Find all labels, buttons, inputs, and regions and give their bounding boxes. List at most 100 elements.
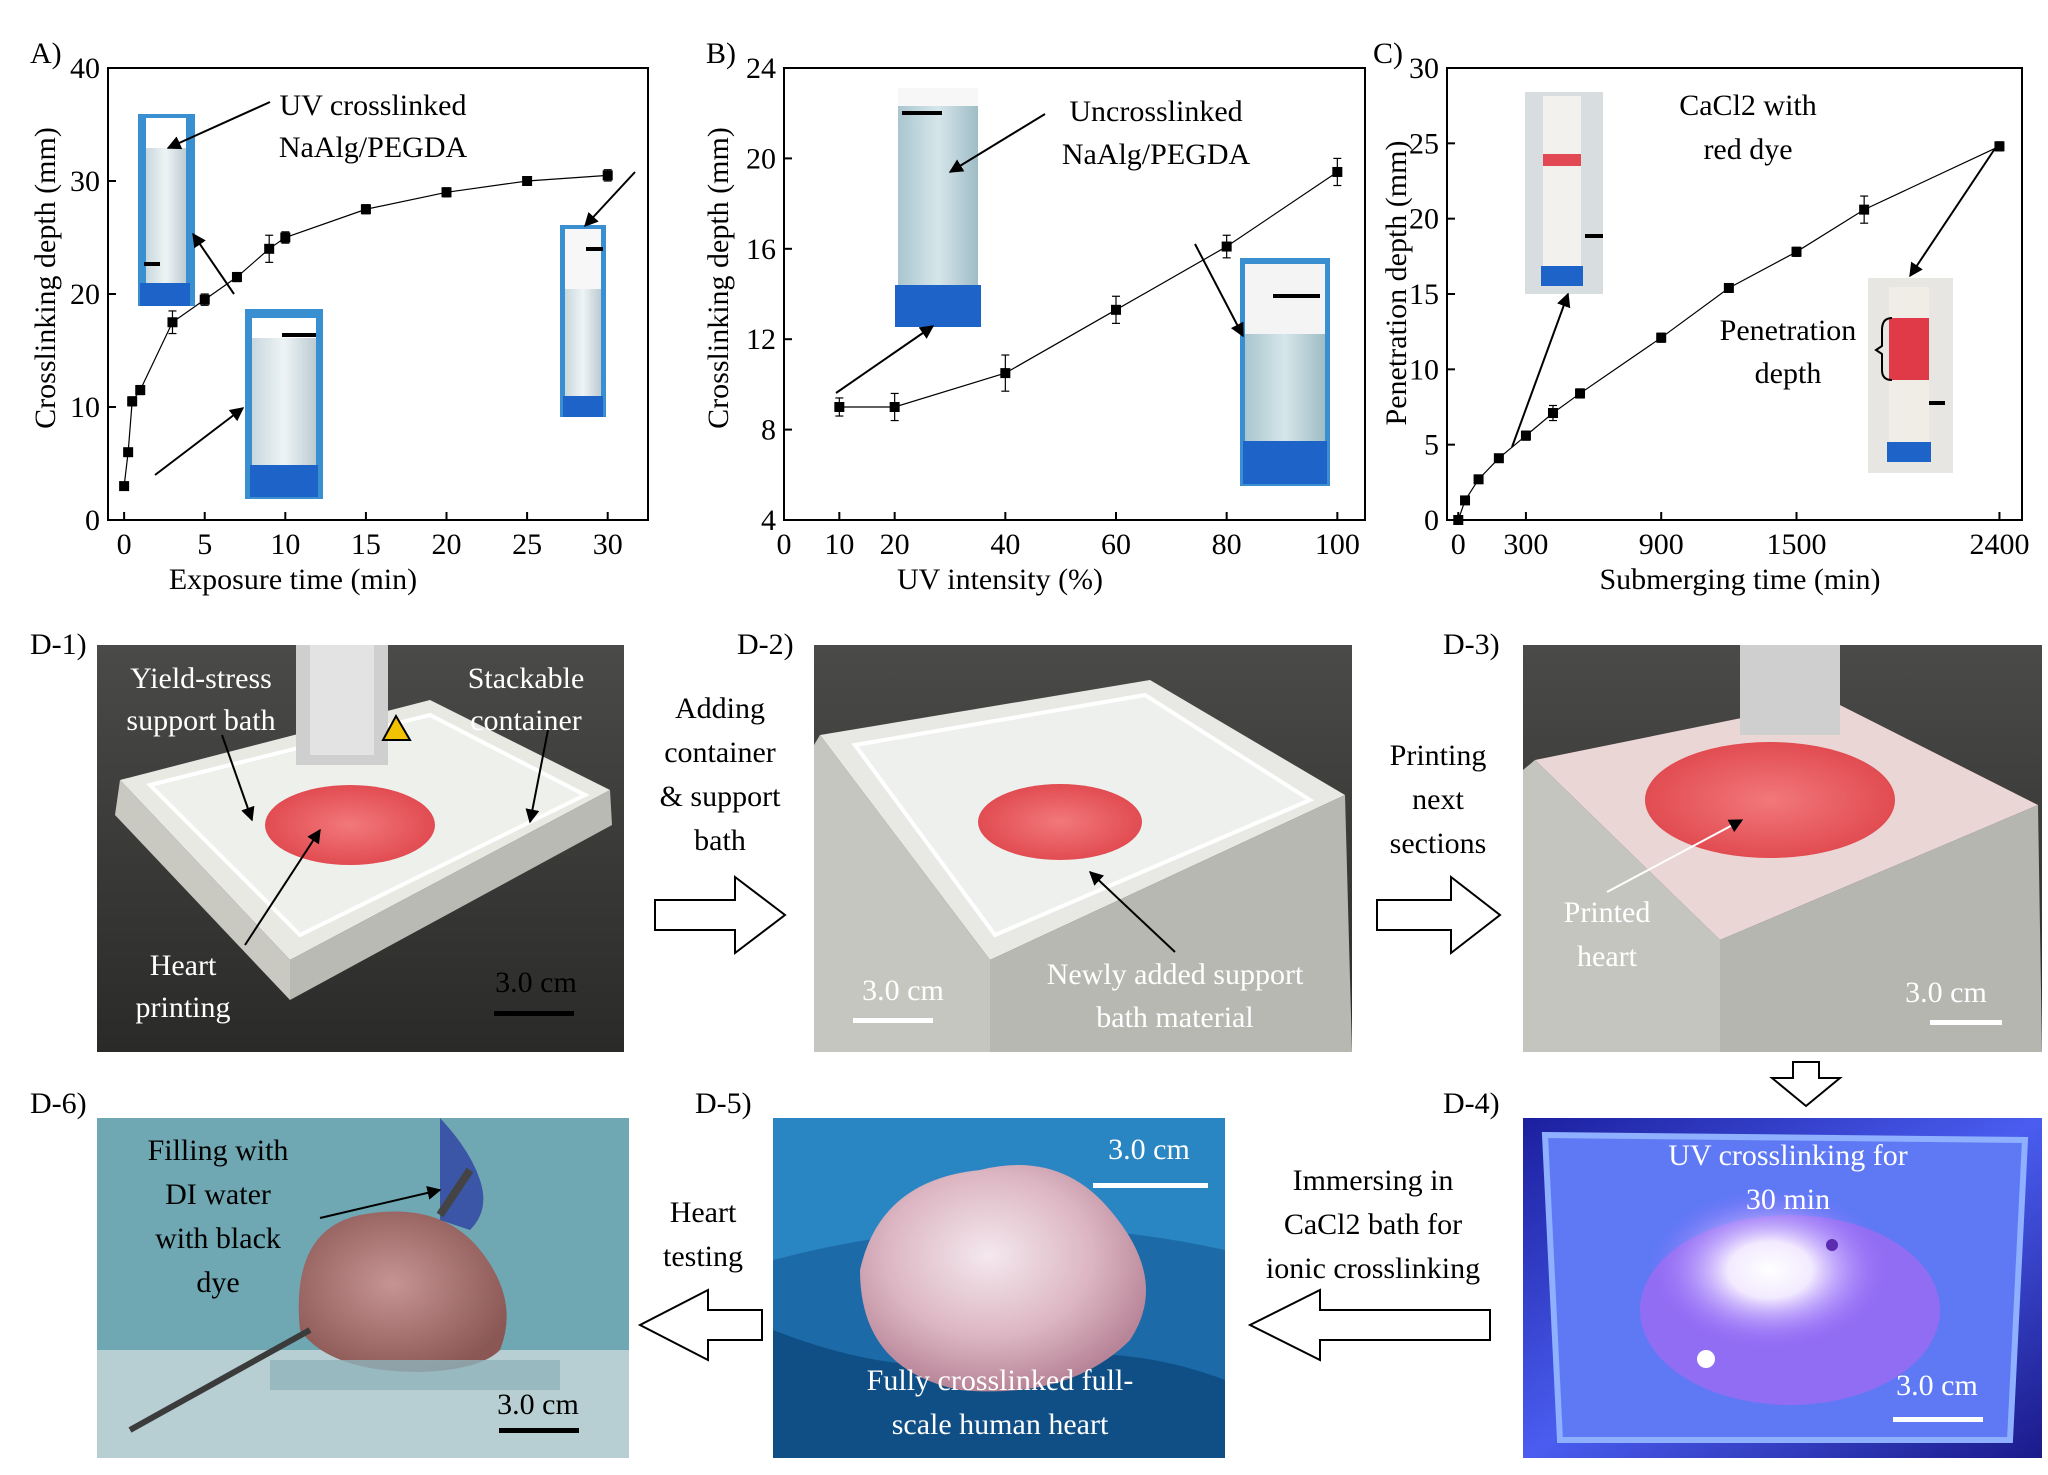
- data-point: [1994, 141, 2005, 152]
- arrow-d2-d3-caption: next: [1412, 783, 1464, 816]
- chart-c-annotation-top-line2: red dye: [1703, 133, 1792, 166]
- chart-a-annotation-line1: UV crosslinked: [280, 89, 467, 122]
- data-point: [1111, 304, 1121, 315]
- photo-d4: [1523, 1118, 2042, 1458]
- photo-d1-caption: Stackable: [468, 662, 585, 695]
- chart-c-annotation-bottom-line1: Penetration: [1720, 314, 1857, 347]
- data-point: [119, 481, 130, 492]
- photo-d2-scale-label: 3.0 cm: [862, 974, 944, 1007]
- photo-d6-caption: DI water: [165, 1178, 271, 1211]
- y-tick-label: 15: [1409, 278, 1439, 311]
- x-tick-label: 20: [880, 528, 910, 561]
- panel-label-d3: D-3): [1443, 628, 1500, 661]
- chart-a-tube-photo-1: [138, 114, 195, 306]
- x-tick-label: 30: [593, 528, 623, 561]
- data-point: [135, 385, 146, 396]
- x-tick-label: 60: [1101, 528, 1131, 561]
- panel-label-b: B): [706, 37, 736, 70]
- photo-d3-caption: heart: [1577, 940, 1638, 973]
- photo-d1-pointer-arrow: [525, 729, 549, 824]
- arrow-d4-d5-caption: ionic crosslinking: [1266, 1252, 1480, 1285]
- photo-d6-caption: with black: [155, 1222, 281, 1255]
- chart-a: 0 5 10 15 20 25 30 0 10 20 30 40: [70, 52, 649, 561]
- photo-d5-caption: Fully crosslinked full-: [867, 1364, 1134, 1397]
- y-tick-label: 4: [761, 504, 776, 537]
- chart-b-tube-photo-1: [893, 84, 983, 329]
- chart-c-annotation-bottom-line2: depth: [1755, 357, 1822, 390]
- chart-a-pointer-arrow: [166, 101, 271, 150]
- photo-d6: [97, 1118, 629, 1458]
- series-line: [123, 174, 608, 487]
- x-tick-label: 5: [197, 528, 212, 561]
- arrow-d5-to-d6: [637, 1288, 763, 1362]
- photo-d5: [773, 1118, 1225, 1458]
- chart-c: 0 300 900 1500 2400 0 5 10 15 20 25 30: [1409, 52, 2029, 561]
- data-point: [199, 294, 210, 305]
- data-point: [1547, 408, 1558, 419]
- y-tick-label: 10: [1409, 353, 1439, 386]
- panel-label-d6: D-6): [30, 1087, 87, 1120]
- arrow-d1-d2-caption: bath: [694, 824, 746, 857]
- x-tick-label: 20: [432, 528, 462, 561]
- photo-d1-pointer-arrow: [221, 734, 255, 822]
- arrow-d4-d5-caption: CaCl2 bath for: [1284, 1208, 1462, 1241]
- photo-d6-pointer-arrow: [319, 1186, 442, 1219]
- data-point: [231, 272, 242, 283]
- x-tick-label: 10: [824, 528, 854, 561]
- y-tick-label: 8: [761, 414, 776, 447]
- y-tick-label: 0: [1424, 504, 1439, 537]
- photo-d1-caption: printing: [136, 991, 231, 1024]
- panel-label-d1: D-1): [30, 628, 87, 661]
- chart-a-xlabel: Exposure time (min): [169, 563, 417, 596]
- y-tick-label: 20: [70, 278, 100, 311]
- photo-d6-scale-label: 3.0 cm: [497, 1388, 579, 1421]
- chart-b-frame: [783, 67, 1366, 521]
- data-point: [441, 187, 452, 198]
- data-point: [1000, 368, 1011, 379]
- data-point: [280, 232, 291, 243]
- arrow-d5-d6-caption: testing: [663, 1240, 743, 1273]
- photo-d4-scale-label: 3.0 cm: [1896, 1369, 1978, 1402]
- chart-b-annotation-line1: Uncrosslinked: [1069, 95, 1242, 128]
- y-tick-label: 5: [1424, 429, 1439, 462]
- data-point: [1460, 495, 1471, 506]
- data-point: [1656, 332, 1667, 343]
- chart-a-ylabel: Crosslinking depth (mm): [29, 127, 62, 429]
- arrow-d1-d2-caption: container: [664, 736, 776, 769]
- data-point: [1520, 430, 1531, 441]
- arrow-d1-to-d2: [654, 874, 787, 956]
- x-tick-label: 25: [512, 528, 542, 561]
- chart-c-ylabel: Penetration depth (mm): [1380, 141, 1413, 426]
- photo-d6-caption: dye: [196, 1266, 239, 1299]
- photo-d3-scale-label: 3.0 cm: [1905, 976, 1987, 1009]
- photo-d1-caption: Yield-stress: [130, 662, 272, 695]
- data-point: [1453, 515, 1464, 525]
- chart-a-pointer-arrow: [192, 232, 235, 295]
- data-point: [1473, 474, 1484, 485]
- y-tick-label: 10: [70, 391, 100, 424]
- y-tick-label: 30: [1409, 52, 1439, 85]
- arrow-d2-d3-caption: Printing: [1390, 739, 1487, 772]
- photo-d5-scale-label: 3.0 cm: [1108, 1133, 1190, 1166]
- x-tick-label: 0: [117, 528, 132, 561]
- photo-d2-pointer-arrow: [1088, 871, 1176, 953]
- panel-label-d4: D-4): [1443, 1087, 1500, 1120]
- photo-d2-caption: bath material: [1096, 1001, 1253, 1034]
- photo-d6-caption: Filling with: [148, 1134, 289, 1167]
- data-point: [1723, 282, 1734, 293]
- chart-b-annotation-line2: NaAlg/PEGDA: [1062, 138, 1251, 171]
- arrow-d1-d2-caption: Adding: [675, 692, 765, 725]
- data-point: [1332, 166, 1343, 177]
- series-line: [839, 171, 1338, 408]
- x-tick-label: 10: [270, 528, 300, 561]
- x-tick-label: 80: [1212, 528, 1242, 561]
- data-point: [127, 396, 138, 407]
- photo-d1-scale-label: 3.0 cm: [495, 966, 577, 999]
- chart-b-xlabel: UV intensity (%): [897, 563, 1103, 596]
- photo-d1: [97, 645, 624, 1052]
- x-tick-label: 1500: [1767, 528, 1827, 561]
- panel-label-d5: D-5): [695, 1087, 752, 1120]
- y-tick-label: 25: [1409, 127, 1439, 160]
- x-tick-label: 900: [1639, 528, 1684, 561]
